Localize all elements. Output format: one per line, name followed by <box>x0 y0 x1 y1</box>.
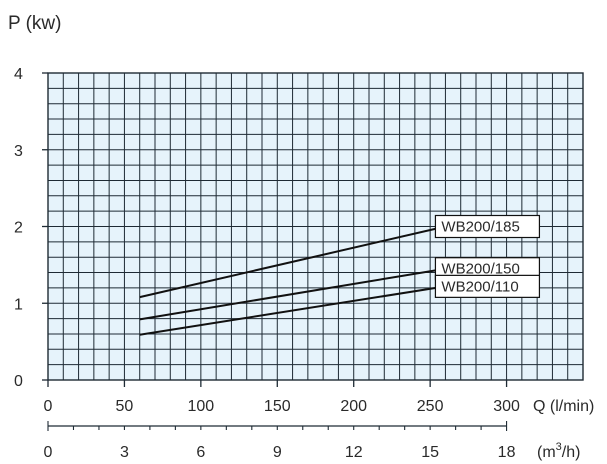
y-tick-label: 0 <box>14 373 23 390</box>
series-label: WB200/150 <box>441 261 519 278</box>
secondary-x-tick-label: 6 <box>196 444 205 461</box>
series-line <box>139 267 446 321</box>
x-tick-label: 300 <box>493 398 520 415</box>
x-axis-label-primary: Q (l/min) <box>533 398 594 415</box>
series-label-box <box>434 274 541 298</box>
x-tick-label: 250 <box>417 398 444 415</box>
secondary-x-tick-label: 9 <box>273 444 282 461</box>
x-tick-label: 200 <box>340 398 367 415</box>
y-tick-label: 4 <box>14 66 23 83</box>
x-tick-label: 150 <box>264 398 291 415</box>
secondary-x-tick-label: 0 <box>44 444 53 461</box>
y-tick-label: 3 <box>14 143 23 160</box>
secondary-x-tick-label: 15 <box>421 444 439 461</box>
secondary-x-tick-label: 12 <box>345 444 363 461</box>
secondary-x-tick-label: 18 <box>498 444 516 461</box>
series-label: WB200/185 <box>441 219 519 236</box>
series-layer <box>139 225 446 336</box>
series-line <box>139 285 446 336</box>
x-axis-label-secondary: (m3/h) <box>537 441 580 461</box>
series-label: WB200/110 <box>441 278 518 295</box>
series-label-box <box>434 214 541 239</box>
y-tick-label: 1 <box>14 296 23 313</box>
series-line <box>139 225 446 299</box>
y-tick-label: 2 <box>14 220 23 237</box>
y-axis-label: P (kw) <box>8 13 61 34</box>
secondary-x-tick-label: 3 <box>120 444 129 461</box>
x-tick-label: 0 <box>44 398 53 415</box>
x-tick-label: 50 <box>116 398 134 415</box>
x-tick-label: 100 <box>188 398 215 415</box>
